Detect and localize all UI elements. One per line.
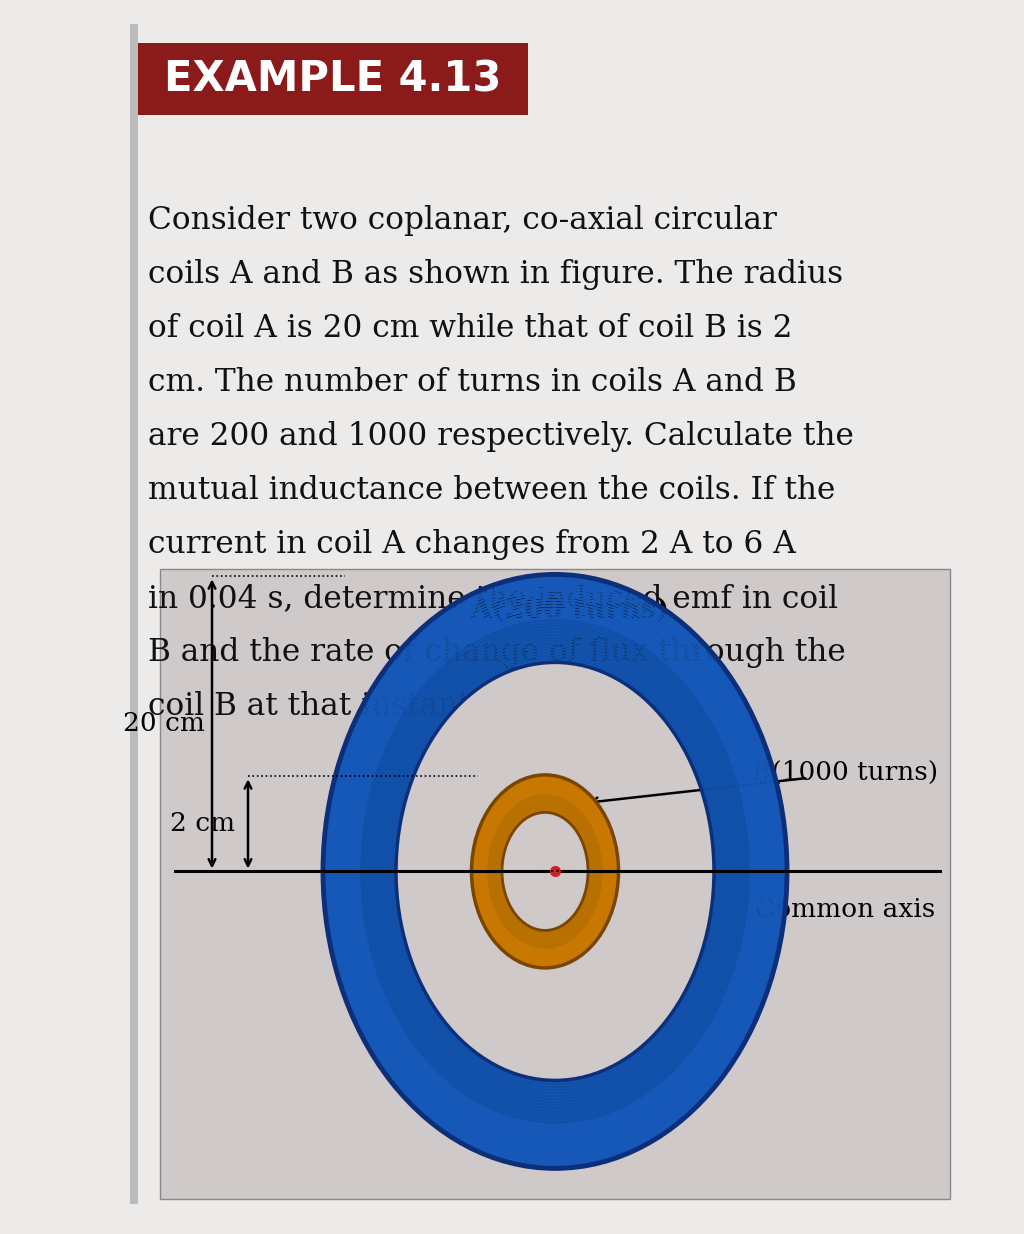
Text: in 0.04 s, determine the induced emf in coil: in 0.04 s, determine the induced emf in … <box>148 582 838 615</box>
Text: Common axis: Common axis <box>755 897 935 922</box>
Ellipse shape <box>501 812 589 932</box>
Ellipse shape <box>395 661 715 1081</box>
Text: current in coil A changes from 2 A to 6 A: current in coil A changes from 2 A to 6 … <box>148 529 796 560</box>
Text: of coil A is 20 cm while that of coil B is 2: of coil A is 20 cm while that of coil B … <box>148 313 793 344</box>
Text: A(200 turns): A(200 turns) <box>470 597 670 624</box>
Text: Consider two coplanar, co-axial circular: Consider two coplanar, co-axial circular <box>148 205 777 236</box>
Text: coils A and B as shown in figure. The radius: coils A and B as shown in figure. The ra… <box>148 259 843 290</box>
Text: mutual inductance between the coils. If the: mutual inductance between the coils. If … <box>148 475 836 506</box>
Ellipse shape <box>473 776 617 966</box>
Text: 20 cm: 20 cm <box>123 711 205 737</box>
FancyBboxPatch shape <box>138 43 528 115</box>
Text: B and the rate of change of flux through the: B and the rate of change of flux through… <box>148 637 846 668</box>
Ellipse shape <box>325 576 785 1166</box>
Text: EXAMPLE 4.13: EXAMPLE 4.13 <box>164 58 502 100</box>
FancyBboxPatch shape <box>130 23 138 1204</box>
FancyBboxPatch shape <box>160 569 950 1199</box>
Text: B(1000 turns): B(1000 turns) <box>752 760 938 785</box>
Text: cm. The number of turns in coils A and B: cm. The number of turns in coils A and B <box>148 366 797 399</box>
Text: 2 cm: 2 cm <box>170 812 236 837</box>
Text: coil B at that instant.: coil B at that instant. <box>148 691 480 722</box>
Text: are 200 and 1000 respectively. Calculate the: are 200 and 1000 respectively. Calculate… <box>148 421 854 452</box>
